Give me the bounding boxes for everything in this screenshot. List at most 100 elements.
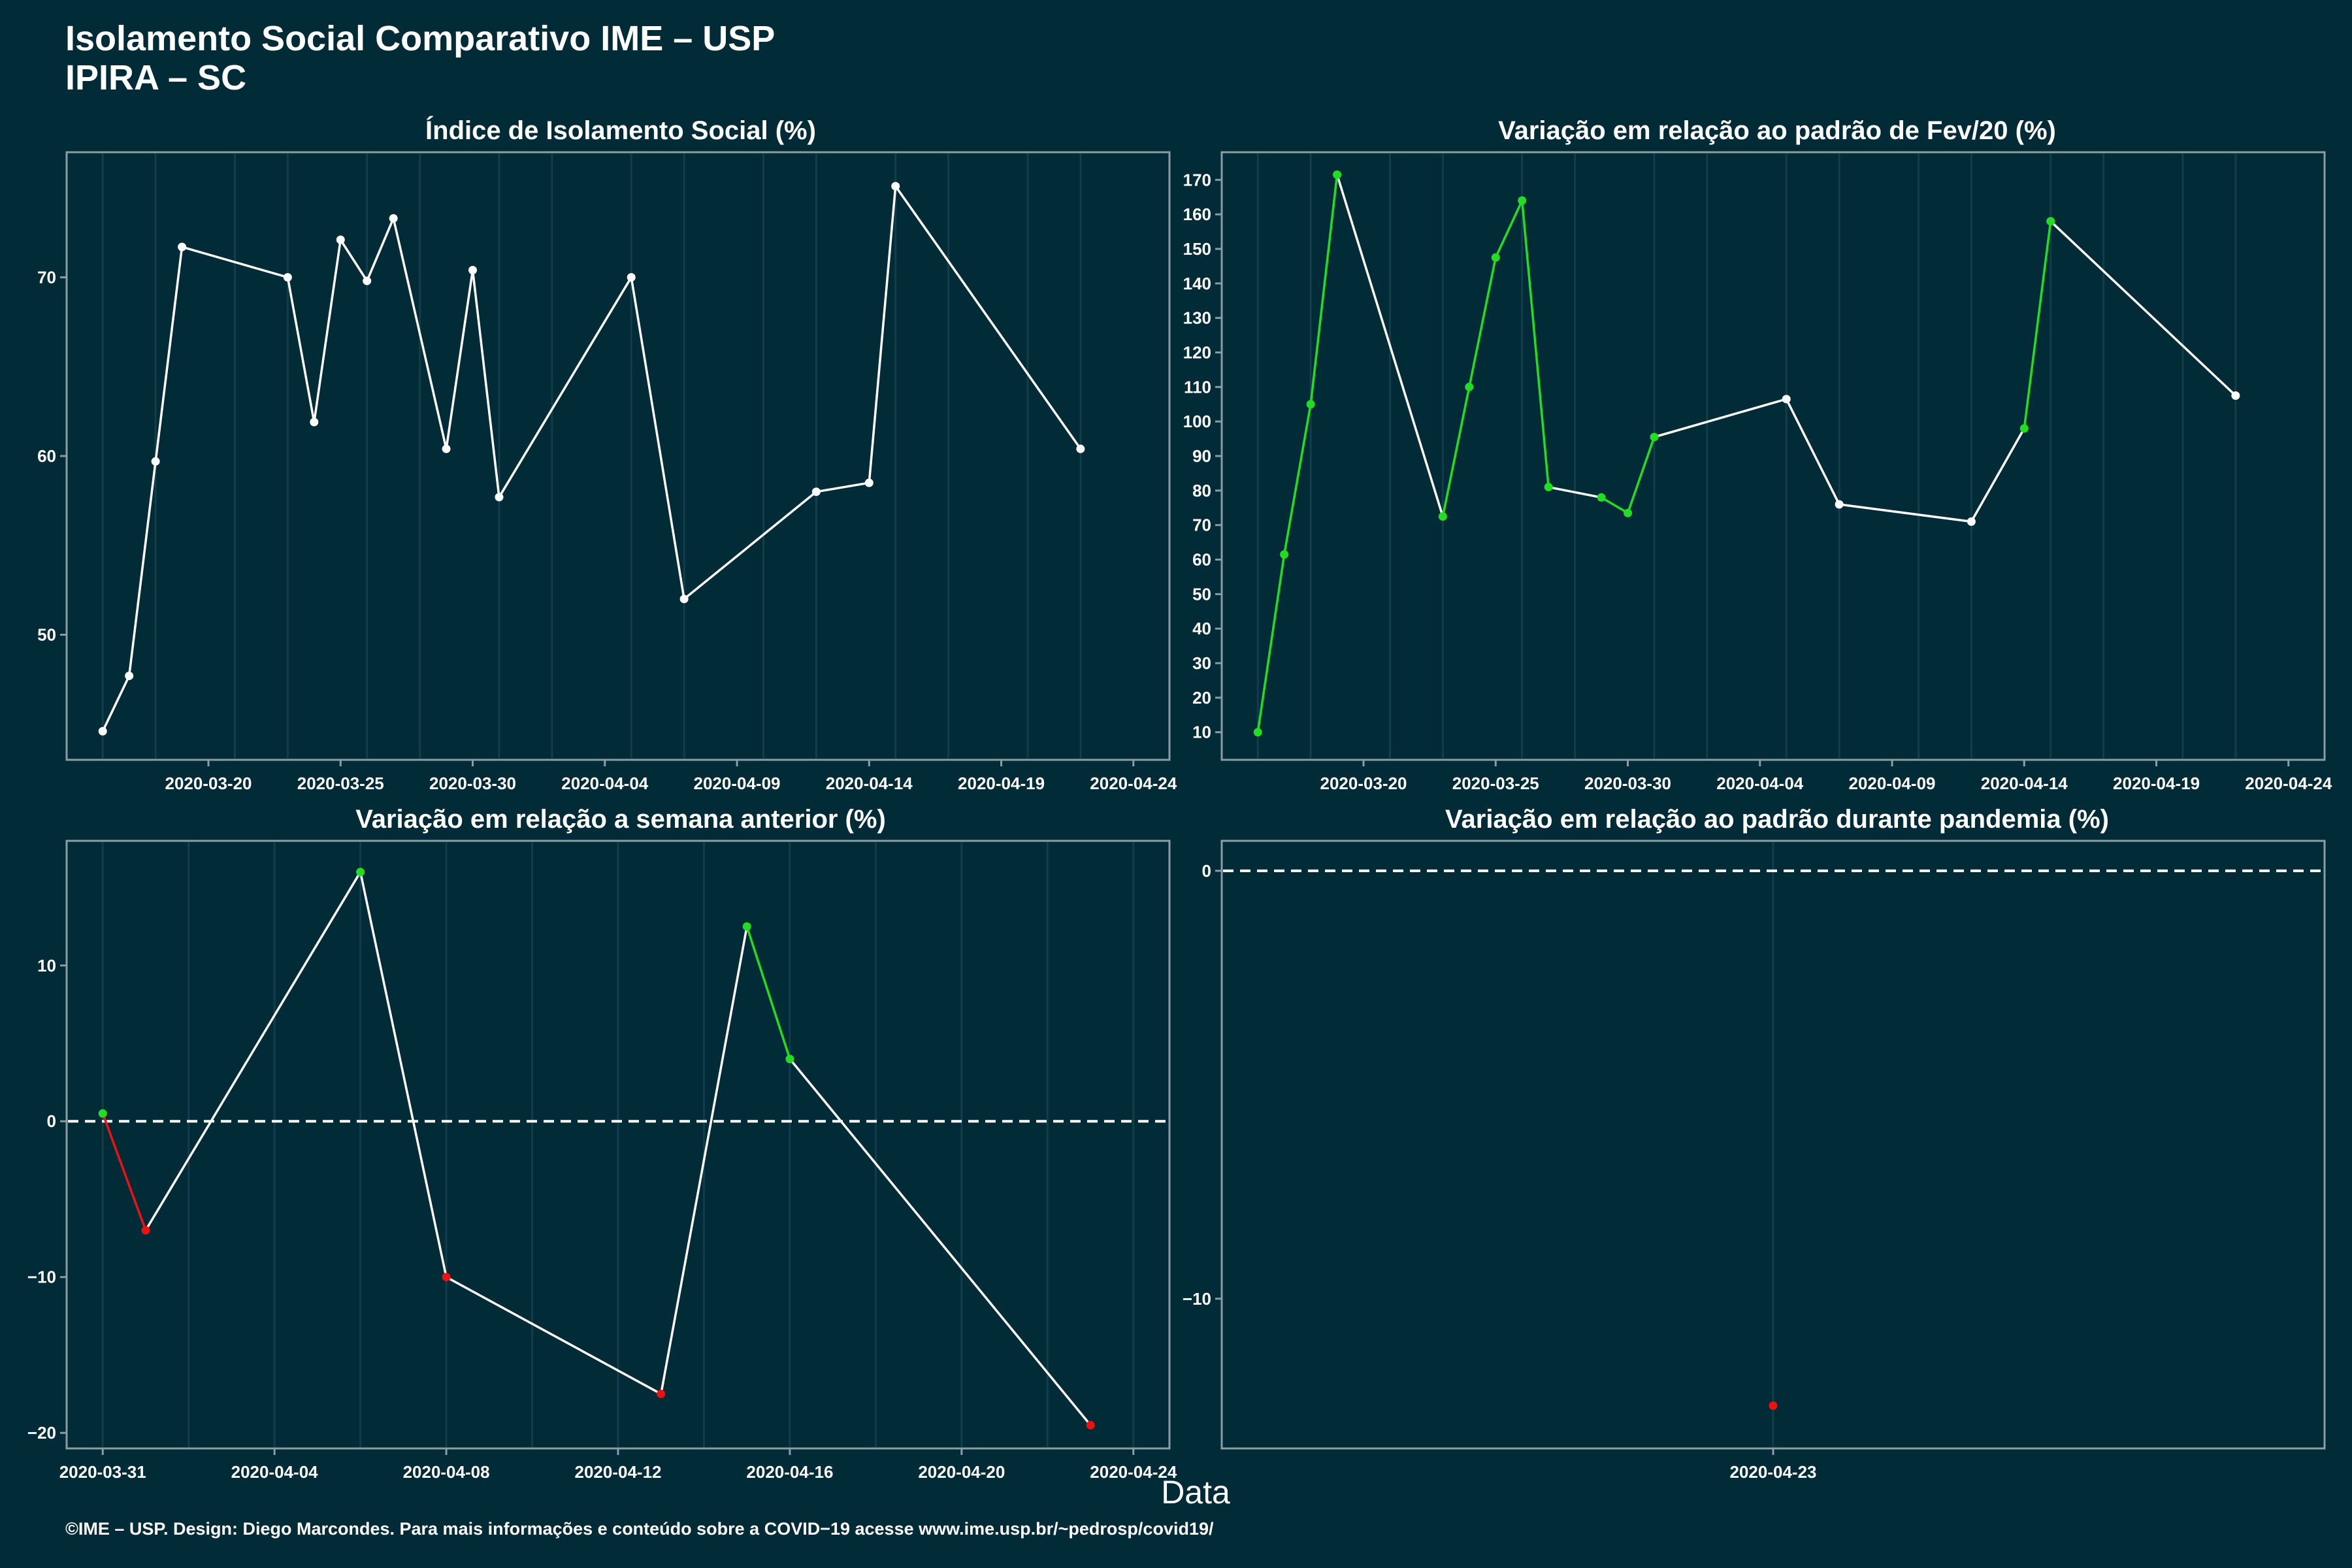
y-tick-label: 50 [1192, 584, 1211, 604]
data-point [657, 1390, 666, 1399]
y-tick-label: 80 [1192, 481, 1211, 500]
y-tick-label: −10 [27, 1267, 56, 1287]
data-point [151, 457, 160, 466]
y-tick-label: −20 [27, 1423, 56, 1443]
y-tick-label: 140 [1183, 274, 1211, 293]
data-point [1438, 512, 1447, 521]
data-point [785, 1054, 794, 1064]
y-tick-label: 40 [1192, 619, 1211, 638]
series-segment [1441, 386, 1471, 517]
y-tick-label: 100 [1183, 412, 1211, 431]
y-tick-label: 10 [1192, 723, 1211, 742]
x-tick-label: 2020-03-30 [429, 774, 516, 793]
series-segment [101, 675, 131, 732]
x-tick-label: 2020-04-12 [575, 1462, 662, 1482]
series-segment [630, 277, 685, 600]
data-point [283, 272, 292, 282]
data-point [2019, 424, 2029, 433]
x-axis-label: Data [1161, 1474, 1230, 1511]
data-point [442, 444, 451, 453]
series-segment [1838, 503, 1972, 523]
y-tick-label: 160 [1183, 204, 1211, 224]
y-tick-label: 110 [1184, 377, 1211, 397]
data-point [1465, 382, 1474, 391]
data-point [363, 276, 372, 286]
x-tick-label: 2020-04-16 [746, 1462, 833, 1482]
x-tick-label: 2020-03-30 [1584, 774, 1671, 793]
panel-1-title: Índice de Isolamento Social (%) [425, 116, 816, 145]
x-tick-label: 2020-04-19 [958, 774, 1045, 793]
y-tick-label: 30 [1192, 653, 1211, 673]
y-tick-label: 0 [1202, 861, 1211, 881]
data-point [1650, 433, 1659, 442]
data-point [336, 235, 345, 244]
data-point [742, 922, 751, 931]
series-segment [1309, 174, 1339, 404]
series-segment [1256, 554, 1286, 732]
data-point [1306, 400, 1315, 409]
data-point [98, 727, 107, 736]
y-tick-label: 170 [1183, 170, 1211, 189]
series-segment [1282, 404, 1312, 555]
series-segment [2050, 220, 2237, 397]
panel-4-title: Variação em relação ao padrão durante pa… [1445, 805, 2109, 834]
data-point [1518, 196, 1527, 205]
y-tick-label: 10 [37, 956, 56, 975]
y-tick-label: 0 [47, 1111, 56, 1131]
series-segment [1601, 496, 1629, 514]
y-tick-label: 60 [1192, 550, 1211, 570]
data-point [1624, 508, 1633, 517]
data-point [2231, 391, 2240, 400]
series-segment [1335, 174, 1445, 517]
x-tick-label: 2020-04-24 [1090, 1462, 1177, 1482]
data-point [310, 417, 319, 427]
series-segment [868, 186, 897, 483]
data-point [98, 1109, 107, 1118]
series-segment [359, 872, 448, 1278]
panel-frame [1220, 151, 2326, 761]
data-point [1769, 1401, 1778, 1411]
x-tick-label: 2020-03-20 [165, 774, 252, 793]
panel-1: 2020-03-20 2020-03-25 2020-03-30 2020-04-04… [37, 151, 1177, 793]
x-tick-label: 2020-03-25 [297, 774, 384, 793]
series-segment [1468, 257, 1497, 387]
series-segment [1785, 399, 1840, 505]
x-tick-label: 2020-04-14 [1981, 774, 2068, 793]
y-tick-label: 20 [1192, 688, 1211, 708]
data-point [811, 487, 821, 497]
series-segment [789, 1058, 1092, 1426]
y-tick-label: 150 [1183, 239, 1211, 259]
series-segment [154, 246, 184, 462]
series-segment [127, 461, 157, 676]
data-point [2046, 217, 2055, 226]
series-segment [182, 246, 288, 279]
x-tick-label: 2020-04-04 [1716, 774, 1804, 793]
x-tick-label: 2020-04-14 [826, 774, 913, 793]
data-point [1967, 517, 1976, 526]
series-segment [471, 270, 500, 498]
page-subtitle: IPIRA – SC [65, 58, 247, 97]
x-tick-label: 2020-04-24 [1090, 774, 1177, 793]
series-segment [894, 185, 1082, 450]
series-segment [683, 491, 817, 600]
data-point [679, 595, 689, 604]
y-tick-label: 90 [1192, 446, 1211, 466]
y-tick-label: 50 [37, 625, 56, 645]
y-tick-label: 60 [37, 446, 56, 466]
data-point [1253, 728, 1262, 737]
series-segment [816, 482, 870, 493]
y-tick-label: 130 [1183, 308, 1211, 328]
x-tick-label: 2020-03-31 [59, 1462, 146, 1482]
series-segment [313, 239, 342, 423]
footer-credits: ©IME – USP. Design: Diego Marcondes. Par… [65, 1519, 1214, 1539]
y-tick-label: −10 [1183, 1289, 1211, 1309]
y-tick-label: 120 [1183, 342, 1211, 362]
series-segment [498, 276, 632, 498]
series-segment [1548, 485, 1602, 499]
panel-2: 2020-03-20 2020-03-25 2020-03-30 2020-04-04… [1183, 151, 2332, 793]
data-point [1280, 550, 1289, 559]
series-segment [392, 218, 448, 449]
series-segment [445, 270, 474, 449]
data-point [1544, 483, 1553, 492]
